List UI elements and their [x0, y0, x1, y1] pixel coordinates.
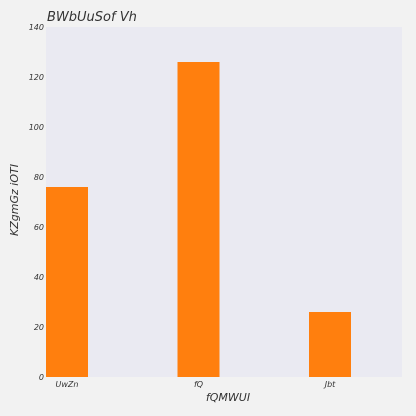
x-tick-label: Jbt [323, 380, 336, 389]
y-tick-label: 80 [34, 173, 44, 182]
y-tick-label: 40 [34, 273, 44, 282]
y-axis-ticks: 0 20 40 60 80 100 120 140 [29, 23, 44, 382]
y-axis-label: KZgmGz iOTI [8, 164, 21, 236]
bar-uwzn [46, 187, 88, 377]
y-tick-label: 140 [29, 23, 44, 32]
bars-group [46, 62, 351, 377]
bar-jbt [309, 312, 351, 377]
x-axis-label: fQMWUI [206, 391, 250, 404]
x-axis-ticks: UwZn fQ Jbt [56, 380, 337, 389]
y-tick-label: 20 [34, 323, 44, 332]
bar-fq [177, 62, 220, 377]
y-tick-label: 120 [29, 73, 44, 82]
x-tick-label: fQ [194, 380, 203, 389]
chart-title: BWbUuSof Vh [47, 10, 137, 25]
y-tick-label: 100 [29, 123, 44, 132]
y-tick-label: 0 [39, 373, 44, 382]
x-tick-label: UwZn [56, 380, 79, 389]
y-tick-label: 60 [34, 223, 44, 232]
